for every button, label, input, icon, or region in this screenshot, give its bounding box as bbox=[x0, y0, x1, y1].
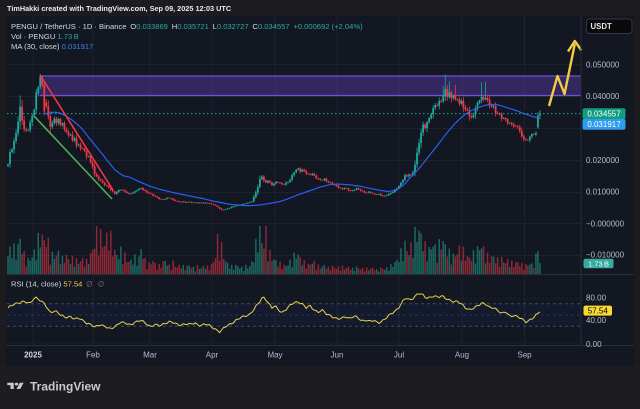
svg-text:57.54: 57.54 bbox=[588, 307, 609, 316]
svg-text:2025: 2025 bbox=[24, 351, 42, 360]
svg-text:−0.000000: −0.000000 bbox=[586, 219, 625, 228]
svg-text:0.010000: 0.010000 bbox=[586, 187, 620, 196]
svg-text:Sep: Sep bbox=[517, 351, 532, 360]
svg-text:Apr: Apr bbox=[206, 351, 219, 360]
svg-text:Aug: Aug bbox=[455, 351, 469, 360]
svg-text:−0.010000: −0.010000 bbox=[586, 251, 625, 260]
svg-text:1.73 B: 1.73 B bbox=[588, 259, 609, 268]
svg-text:0.050000: 0.050000 bbox=[586, 60, 620, 69]
svg-text:Mar: Mar bbox=[143, 351, 157, 360]
svg-text:0.00: 0.00 bbox=[586, 340, 602, 349]
svg-text:TradingView: TradingView bbox=[30, 379, 101, 393]
svg-text:MA (30, close) 0.031917: MA (30, close) 0.031917 bbox=[11, 42, 93, 51]
svg-text:PENGU / TetherUS · 1D · Binanc: PENGU / TetherUS · 1D · Binance O0.03386… bbox=[11, 22, 363, 31]
svg-text:80.00: 80.00 bbox=[586, 293, 607, 302]
svg-text:Feb: Feb bbox=[86, 351, 100, 360]
svg-text:USDT: USDT bbox=[591, 22, 612, 31]
svg-text:0.040000: 0.040000 bbox=[586, 92, 620, 101]
svg-text:Vol · PENGU 1.73 B: Vol · PENGU 1.73 B bbox=[11, 32, 79, 41]
svg-text:RSI (14, close) 57.54 ∅ ∅: RSI (14, close) 57.54 ∅ ∅ bbox=[11, 280, 105, 289]
svg-text:Jun: Jun bbox=[331, 351, 344, 360]
svg-text:0.034557: 0.034557 bbox=[587, 110, 621, 119]
svg-text:0.020000: 0.020000 bbox=[586, 156, 620, 165]
svg-text:40.00: 40.00 bbox=[586, 316, 607, 325]
svg-text:Jul: Jul bbox=[394, 351, 404, 360]
svg-text:May: May bbox=[267, 351, 282, 360]
svg-text:TimHakki created with TradingV: TimHakki created with TradingView.com, S… bbox=[7, 4, 232, 13]
svg-text:0.031917: 0.031917 bbox=[587, 120, 621, 129]
